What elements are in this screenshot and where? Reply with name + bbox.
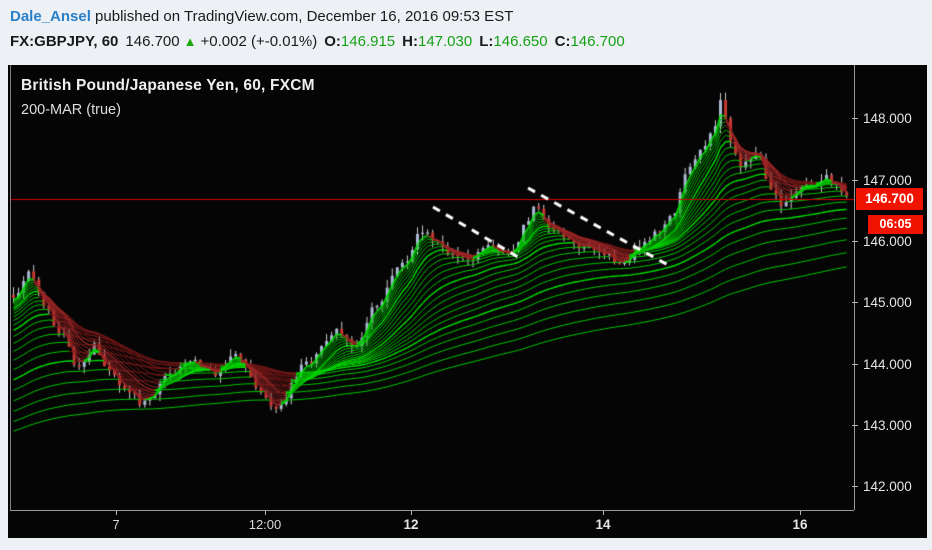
price-axis-tick xyxy=(852,363,858,365)
time-axis-tick xyxy=(116,511,117,515)
publish-info: Dale_Ansel published on TradingView.com,… xyxy=(10,5,625,28)
open-value: 146.915 xyxy=(340,33,396,50)
time-axis[interactable]: 7 12:00 12 14 16 xyxy=(10,510,854,539)
price-axis-label-text: 143.000 xyxy=(863,417,912,433)
chart-panel: British Pound/Japanese Yen, 60, FXCM 200… xyxy=(8,65,927,538)
price-axis-tick xyxy=(852,486,858,488)
price-axis-label-text: 147.000 xyxy=(863,172,912,188)
close-label: C: xyxy=(554,33,571,50)
price-axis[interactable]: 146.700 06:05 148.000 147.000 146.000 145.0… xyxy=(852,65,928,510)
high-value: 147.030 xyxy=(417,33,473,50)
price-chart-canvas[interactable] xyxy=(10,65,854,510)
time-axis-tick xyxy=(800,511,801,515)
symbol-label[interactable]: FX:GBPJPY, 60 xyxy=(10,33,119,50)
price-axis-label-text: 145.000 xyxy=(863,295,912,311)
price-change: +0.002 (+-0.01%) xyxy=(200,33,318,50)
close-value: 146.700 xyxy=(570,33,625,50)
time-axis-label: 12:00 xyxy=(248,517,282,532)
price-axis-label: 147.000 xyxy=(852,172,912,188)
price-axis-tick xyxy=(852,302,858,304)
time-axis-label: 7 xyxy=(112,517,120,532)
price-axis-label: 142.000 xyxy=(852,479,912,495)
up-arrow-icon: ▲ xyxy=(183,34,197,49)
last-price-badge: 146.700 xyxy=(856,187,923,210)
price-axis-tick xyxy=(852,241,858,243)
low-value: 146.650 xyxy=(493,33,548,50)
price-axis-tick xyxy=(852,424,858,426)
time-axis-label: 12 xyxy=(403,517,419,532)
chart-header: Dale_Ansel published on TradingView.com,… xyxy=(10,5,625,53)
price-axis-tick xyxy=(852,118,858,120)
time-axis-label: 14 xyxy=(595,517,611,532)
price-axis-label-text: 148.000 xyxy=(863,111,912,127)
last-price: 146.700 xyxy=(125,33,180,50)
time-axis-tick xyxy=(603,511,604,515)
price-axis-label-text: 142.000 xyxy=(863,479,912,495)
price-axis-label: 143.000 xyxy=(852,417,912,433)
price-axis-label-text: 144.000 xyxy=(863,356,912,372)
price-axis-label: 146.000 xyxy=(852,234,912,250)
author-link[interactable]: Dale_Ansel xyxy=(10,8,91,25)
price-axis-label-text: 146.000 xyxy=(863,234,912,250)
bar-countdown-badge: 06:05 xyxy=(868,214,923,234)
high-label: H: xyxy=(402,33,418,50)
time-axis-tick xyxy=(265,511,266,515)
publish-text: published on TradingView.com, December 1… xyxy=(90,8,514,25)
price-axis-tick xyxy=(852,179,858,181)
time-axis-tick xyxy=(411,511,412,515)
indicator-label[interactable]: 200-MAR (true) xyxy=(21,102,121,118)
chart-title: British Pound/Japanese Yen, 60, FXCM xyxy=(21,77,315,94)
time-axis-label: 16 xyxy=(792,517,808,532)
price-axis-label: 144.000 xyxy=(852,356,912,372)
chart-legend: British Pound/Japanese Yen, 60, FXCM 200… xyxy=(21,77,315,118)
quote-line: FX:GBPJPY, 60 146.700 ▲ +0.002 (+-0.01%) O:1… xyxy=(10,30,625,53)
price-axis-label: 145.000 xyxy=(852,295,912,311)
open-label: O: xyxy=(324,33,341,50)
low-label: L: xyxy=(479,33,494,50)
price-axis-label: 148.000 xyxy=(852,111,912,127)
plot-left-border xyxy=(10,65,11,510)
